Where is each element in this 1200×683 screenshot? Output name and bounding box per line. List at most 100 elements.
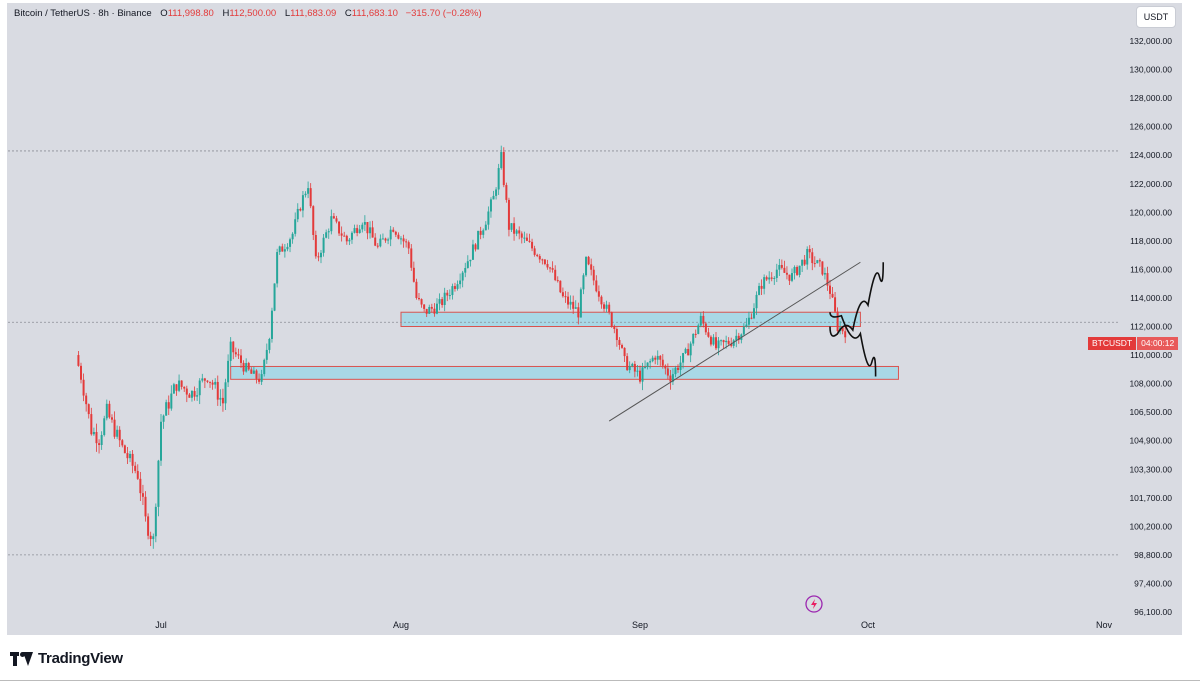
candle[interactable] bbox=[466, 255, 469, 269]
candle[interactable] bbox=[206, 380, 209, 384]
candle[interactable] bbox=[674, 365, 677, 378]
candle[interactable] bbox=[707, 327, 710, 338]
candle[interactable] bbox=[322, 233, 325, 257]
candle[interactable] bbox=[175, 384, 178, 396]
candle[interactable] bbox=[237, 348, 240, 359]
candle[interactable] bbox=[497, 163, 500, 195]
candle[interactable] bbox=[755, 291, 758, 316]
candle[interactable] bbox=[286, 243, 289, 252]
candle[interactable] bbox=[474, 243, 477, 252]
candle[interactable] bbox=[110, 414, 113, 423]
candle[interactable] bbox=[435, 298, 438, 315]
candle[interactable] bbox=[126, 447, 129, 464]
currency-button[interactable]: USDT bbox=[1136, 6, 1176, 28]
candle[interactable] bbox=[536, 253, 539, 258]
candle[interactable] bbox=[613, 324, 616, 334]
candle[interactable] bbox=[469, 259, 472, 267]
candle[interactable] bbox=[704, 321, 707, 335]
candle[interactable] bbox=[559, 280, 562, 294]
candle[interactable] bbox=[317, 252, 320, 262]
candle[interactable] bbox=[178, 374, 181, 393]
candle[interactable] bbox=[165, 399, 168, 416]
candle[interactable] bbox=[569, 295, 572, 310]
candle[interactable] bbox=[451, 283, 454, 300]
candle[interactable] bbox=[554, 265, 557, 282]
candle[interactable] bbox=[808, 245, 811, 259]
candle[interactable] bbox=[737, 332, 740, 344]
candle[interactable] bbox=[551, 261, 554, 273]
candle[interactable] bbox=[608, 302, 611, 315]
candle[interactable] bbox=[831, 287, 834, 298]
candle[interactable] bbox=[201, 373, 204, 383]
candle[interactable] bbox=[666, 363, 669, 380]
candle[interactable] bbox=[720, 339, 723, 346]
candle[interactable] bbox=[353, 224, 356, 234]
candle[interactable] bbox=[631, 362, 634, 368]
candle[interactable] bbox=[289, 237, 292, 253]
candle[interactable] bbox=[417, 293, 420, 301]
candle[interactable] bbox=[356, 224, 359, 237]
candle[interactable] bbox=[770, 272, 773, 282]
candle[interactable] bbox=[518, 226, 521, 240]
candle[interactable] bbox=[587, 255, 590, 266]
candle[interactable] bbox=[350, 231, 353, 244]
candle[interactable] bbox=[374, 233, 377, 247]
candle[interactable] bbox=[780, 259, 783, 270]
tradingview-brand[interactable]: TradingView bbox=[10, 650, 123, 667]
candle[interactable] bbox=[387, 237, 390, 245]
candle[interactable] bbox=[283, 244, 286, 258]
candle[interactable] bbox=[775, 263, 778, 283]
candle[interactable] bbox=[131, 449, 134, 474]
candle[interactable] bbox=[211, 379, 214, 390]
candle[interactable] bbox=[500, 145, 503, 170]
candle[interactable] bbox=[100, 431, 103, 450]
candle[interactable] bbox=[623, 347, 626, 363]
candle[interactable] bbox=[361, 222, 364, 233]
candle[interactable] bbox=[366, 221, 369, 240]
support-zone[interactable] bbox=[230, 365, 899, 380]
candle[interactable] bbox=[433, 303, 436, 317]
candle[interactable] bbox=[659, 354, 662, 366]
candle[interactable] bbox=[219, 389, 222, 407]
candle[interactable] bbox=[343, 231, 346, 237]
candle[interactable] bbox=[330, 209, 333, 235]
candle[interactable] bbox=[116, 425, 119, 439]
candle[interactable] bbox=[489, 197, 492, 218]
candle[interactable] bbox=[796, 265, 799, 277]
candle[interactable] bbox=[567, 291, 570, 309]
candle[interactable] bbox=[841, 326, 844, 335]
candle[interactable] bbox=[209, 381, 212, 388]
candle[interactable] bbox=[268, 337, 271, 354]
candle[interactable] bbox=[574, 300, 577, 309]
candle[interactable] bbox=[229, 337, 232, 367]
candle[interactable] bbox=[651, 355, 654, 363]
candle[interactable] bbox=[464, 262, 467, 278]
candle[interactable] bbox=[765, 275, 768, 282]
candle[interactable] bbox=[689, 341, 692, 363]
candle[interactable] bbox=[312, 205, 315, 241]
candle[interactable] bbox=[582, 273, 585, 295]
candle[interactable] bbox=[677, 364, 679, 373]
candle[interactable] bbox=[515, 228, 518, 237]
candle[interactable] bbox=[543, 259, 546, 266]
candle[interactable] bbox=[661, 354, 664, 369]
candle[interactable] bbox=[392, 227, 395, 233]
candle[interactable] bbox=[157, 459, 160, 517]
candle[interactable] bbox=[185, 385, 188, 403]
candle[interactable] bbox=[579, 287, 582, 318]
candle[interactable] bbox=[722, 339, 725, 349]
candle[interactable] bbox=[234, 347, 237, 358]
candle[interactable] bbox=[278, 245, 281, 255]
candle[interactable] bbox=[216, 375, 219, 406]
candle[interactable] bbox=[715, 332, 717, 351]
candle[interactable] bbox=[141, 484, 144, 505]
candle[interactable] bbox=[626, 353, 629, 371]
candle[interactable] bbox=[376, 243, 379, 249]
candle[interactable] bbox=[487, 206, 490, 230]
candle[interactable] bbox=[338, 221, 341, 236]
candle[interactable] bbox=[633, 360, 636, 378]
candle[interactable] bbox=[193, 386, 196, 401]
candle[interactable] bbox=[167, 395, 170, 416]
candle[interactable] bbox=[834, 292, 837, 314]
candle[interactable] bbox=[294, 212, 297, 237]
